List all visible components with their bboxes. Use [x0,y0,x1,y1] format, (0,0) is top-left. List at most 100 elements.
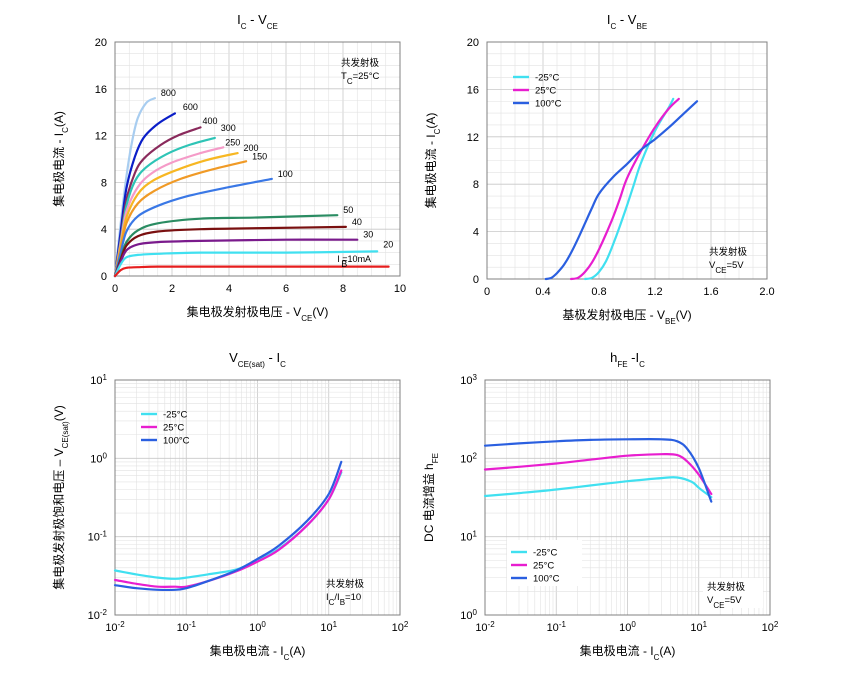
legend-label: -25°C [163,410,188,421]
base-current-note: I =10mA [337,254,371,264]
y-tick-label: 20 [467,37,479,49]
x-tick-label: 1.6 [703,286,718,298]
note-text: TC=25°C [341,71,380,86]
base-current-sub: B [341,259,347,269]
legend-label: -25°C [535,73,560,84]
x-axis-label: 集电极发射极电压 - VCE(V) [187,304,329,323]
note-text: 共发射极 [326,578,365,590]
chart-title: hFE -IC [610,350,645,369]
y-tick-label: 16 [467,84,479,96]
x-tick-label: 6 [283,283,289,295]
note-text: VCE=5V [707,595,742,610]
y-tick-label: 12 [95,131,107,143]
chart-title: VCE(sat) - IC [229,350,286,369]
x-tick-label: 10 [394,283,406,295]
y-tick-label: 103 [460,373,477,388]
note-text: 共发射极 [709,246,748,258]
y-tick-label: 4 [473,227,479,239]
x-tick-label: 0.4 [535,286,550,298]
x-axis-label: 基极发射极电压 - VBE(V) [562,307,691,326]
chart-title: IC - VCE [237,12,278,31]
y-tick-label: 20 [95,37,107,49]
chart-hfe-ic: 10-2 10-1 100 101 102 100 101 102 103 hFE -IC 集电极电… [422,350,779,662]
y-tick-label: 8 [101,177,107,189]
y-tick-label: 4 [101,224,107,236]
series-line [569,97,680,281]
plot-frame [114,379,401,616]
note-text: IC/IB=10 [326,592,361,607]
curve-label: 100 [278,169,293,179]
curve-label: 20 [383,239,393,249]
y-tick-label: 12 [467,132,479,144]
curve-label: 40 [352,217,362,227]
note-box [703,578,763,608]
curve-label: 300 [221,123,236,133]
x-tick-label: 10-1 [547,620,567,635]
chart-ic-vbe: 0 0.4 0.8 1.2 1.6 2.0 0 4 8 12 16 20 IC - VBE 基极发射极电压… [423,12,775,326]
curve-label: 800 [161,88,176,98]
y-tick-label: 102 [460,451,477,466]
series-line [483,438,713,503]
x-axis-label: 集电极电流 - IC(A) [210,643,306,662]
plot-frame [114,41,401,277]
series-line [113,265,390,278]
note-text: VCE=5V [709,260,744,275]
series-line [483,452,713,496]
x-tick-label: 101 [320,620,337,635]
legend-label: 25°C [533,561,554,572]
series-line [113,460,343,592]
y-axis-label: DC 电流增益 hFE [422,453,440,542]
series-line [113,177,273,278]
x-tick-label: 0 [484,286,490,298]
plot-frame [486,41,768,280]
y-tick-label: 16 [95,84,107,96]
series-line [544,100,699,281]
x-tick-label: 102 [762,620,779,635]
x-tick-label: 100 [249,620,266,635]
x-tick-label: 100 [619,620,636,635]
y-axis-label: 集电极电流 - IC(A) [423,113,442,209]
chart-vcesat-ic: 10-2 10-1 100 101 102 10-2 10-1 100 101 VCE(sat) … [51,350,409,662]
x-tick-label: 0 [112,283,118,295]
note-text: 共发射极 [341,57,380,69]
curve-label: 30 [363,230,373,240]
curve-label: 600 [183,102,198,112]
x-tick-label: 0.8 [591,286,606,298]
x-tick-label: 10-2 [105,620,125,635]
y-tick-label: 101 [90,373,107,388]
x-tick-label: 1.2 [647,286,662,298]
y-tick-label: 0 [101,271,107,283]
curve-label: 200 [244,143,259,153]
x-tick-label: 2 [169,283,175,295]
series-line [483,476,713,499]
x-tick-label: 10-2 [475,620,495,635]
y-tick-label: 10-2 [88,608,108,623]
note-text: 共发射极 [707,581,746,593]
curve-label: 50 [343,205,353,215]
curve-label: 250 [225,137,240,147]
legend-label: 100°C [533,574,560,585]
series-line [113,238,359,278]
y-tick-label: 0 [473,274,479,286]
y-tick-label: 8 [473,179,479,191]
chart-title: IC - VBE [607,12,647,31]
y-tick-label: 100 [460,608,477,623]
curve-label: 400 [203,116,218,126]
y-axis-label: 集电极发射极饱和电压 – VCE(sat)(V) [51,405,70,589]
y-tick-label: 10-1 [88,529,108,544]
series-line [113,250,379,278]
legend-label: 100°C [163,436,190,447]
series-line [583,97,675,281]
legend-label: 25°C [535,86,556,97]
x-tick-label: 102 [392,620,409,635]
legend-label: -25°C [533,548,558,559]
series-line [113,152,239,278]
y-axis-label: 集电极电流 - IC(A) [51,111,70,207]
y-tick-label: 100 [90,451,107,466]
legend-label: 25°C [163,423,184,434]
series-line [113,160,248,278]
curve-label: 150 [252,151,267,161]
legend-label: 100°C [535,99,562,110]
